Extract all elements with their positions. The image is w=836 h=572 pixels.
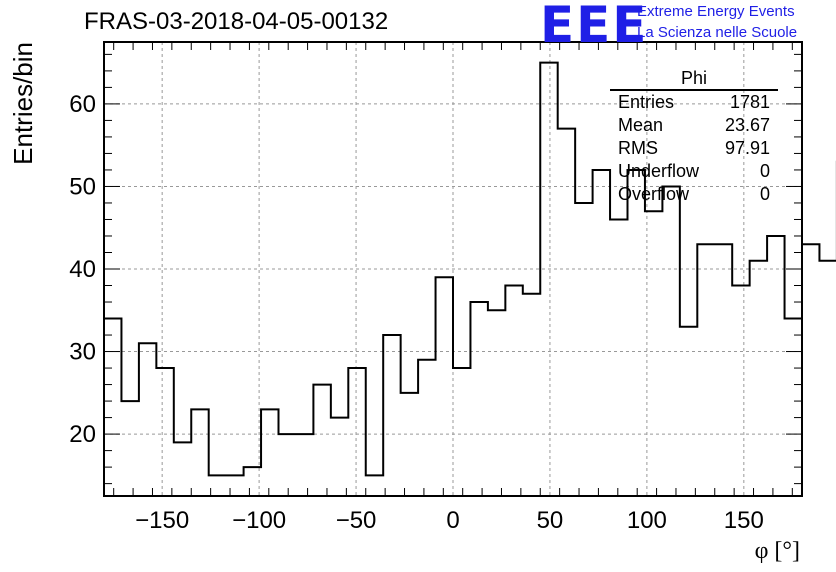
- stats-box: Phi Entries 1781 Mean 23.67 RMS 97.91 Un…: [610, 68, 778, 206]
- x-tick-label: −50: [336, 507, 377, 534]
- stats-row-overflow: Overflow 0: [610, 183, 778, 206]
- stats-label: Overflow: [618, 184, 690, 204]
- y-axis-label: Entries/bin: [8, 42, 38, 165]
- x-tick-label: 100: [627, 507, 667, 534]
- x-tick-label: −150: [135, 507, 189, 534]
- y-tick-label: 30: [69, 339, 96, 366]
- stats-label: RMS: [618, 138, 658, 158]
- logo-line-1: Extreme Energy Events: [637, 3, 795, 20]
- y-tick-label: 50: [69, 173, 96, 200]
- x-tick-label: 150: [724, 507, 764, 534]
- stats-value: 1781: [729, 92, 770, 112]
- stats-row-mean: Mean 23.67: [610, 114, 778, 137]
- stats-row-entries: Entries 1781: [610, 91, 778, 114]
- stats-title: Phi: [610, 68, 778, 91]
- stats-label: Mean: [618, 115, 664, 135]
- histogram-line: [104, 61, 836, 477]
- stats-row-underflow: Underflow 0: [610, 160, 778, 183]
- stats-label: Entries: [618, 92, 675, 112]
- chart-title: FRAS-03-2018-04-05-00132: [84, 8, 389, 35]
- x-axis-label: φ [°]: [755, 538, 800, 564]
- x-tick-label: 0: [446, 507, 459, 534]
- stats-row-rms: RMS 97.91: [610, 137, 778, 160]
- stats-value: 23.67: [724, 115, 770, 135]
- stats-value: 97.91: [724, 138, 770, 158]
- y-tick-label: 60: [69, 91, 96, 118]
- y-tick-label: 40: [69, 256, 96, 283]
- eee-logo: EEE: [540, 0, 649, 54]
- stats-label: Underflow: [618, 161, 700, 181]
- stats-value: 0: [759, 184, 770, 204]
- x-tick-label: 50: [537, 507, 564, 534]
- logo-line-2: La Scienza nelle Scuole: [637, 24, 798, 41]
- y-tick-label: 20: [69, 421, 96, 448]
- x-tick-label: −100: [232, 507, 286, 534]
- stats-value: 0: [759, 161, 770, 181]
